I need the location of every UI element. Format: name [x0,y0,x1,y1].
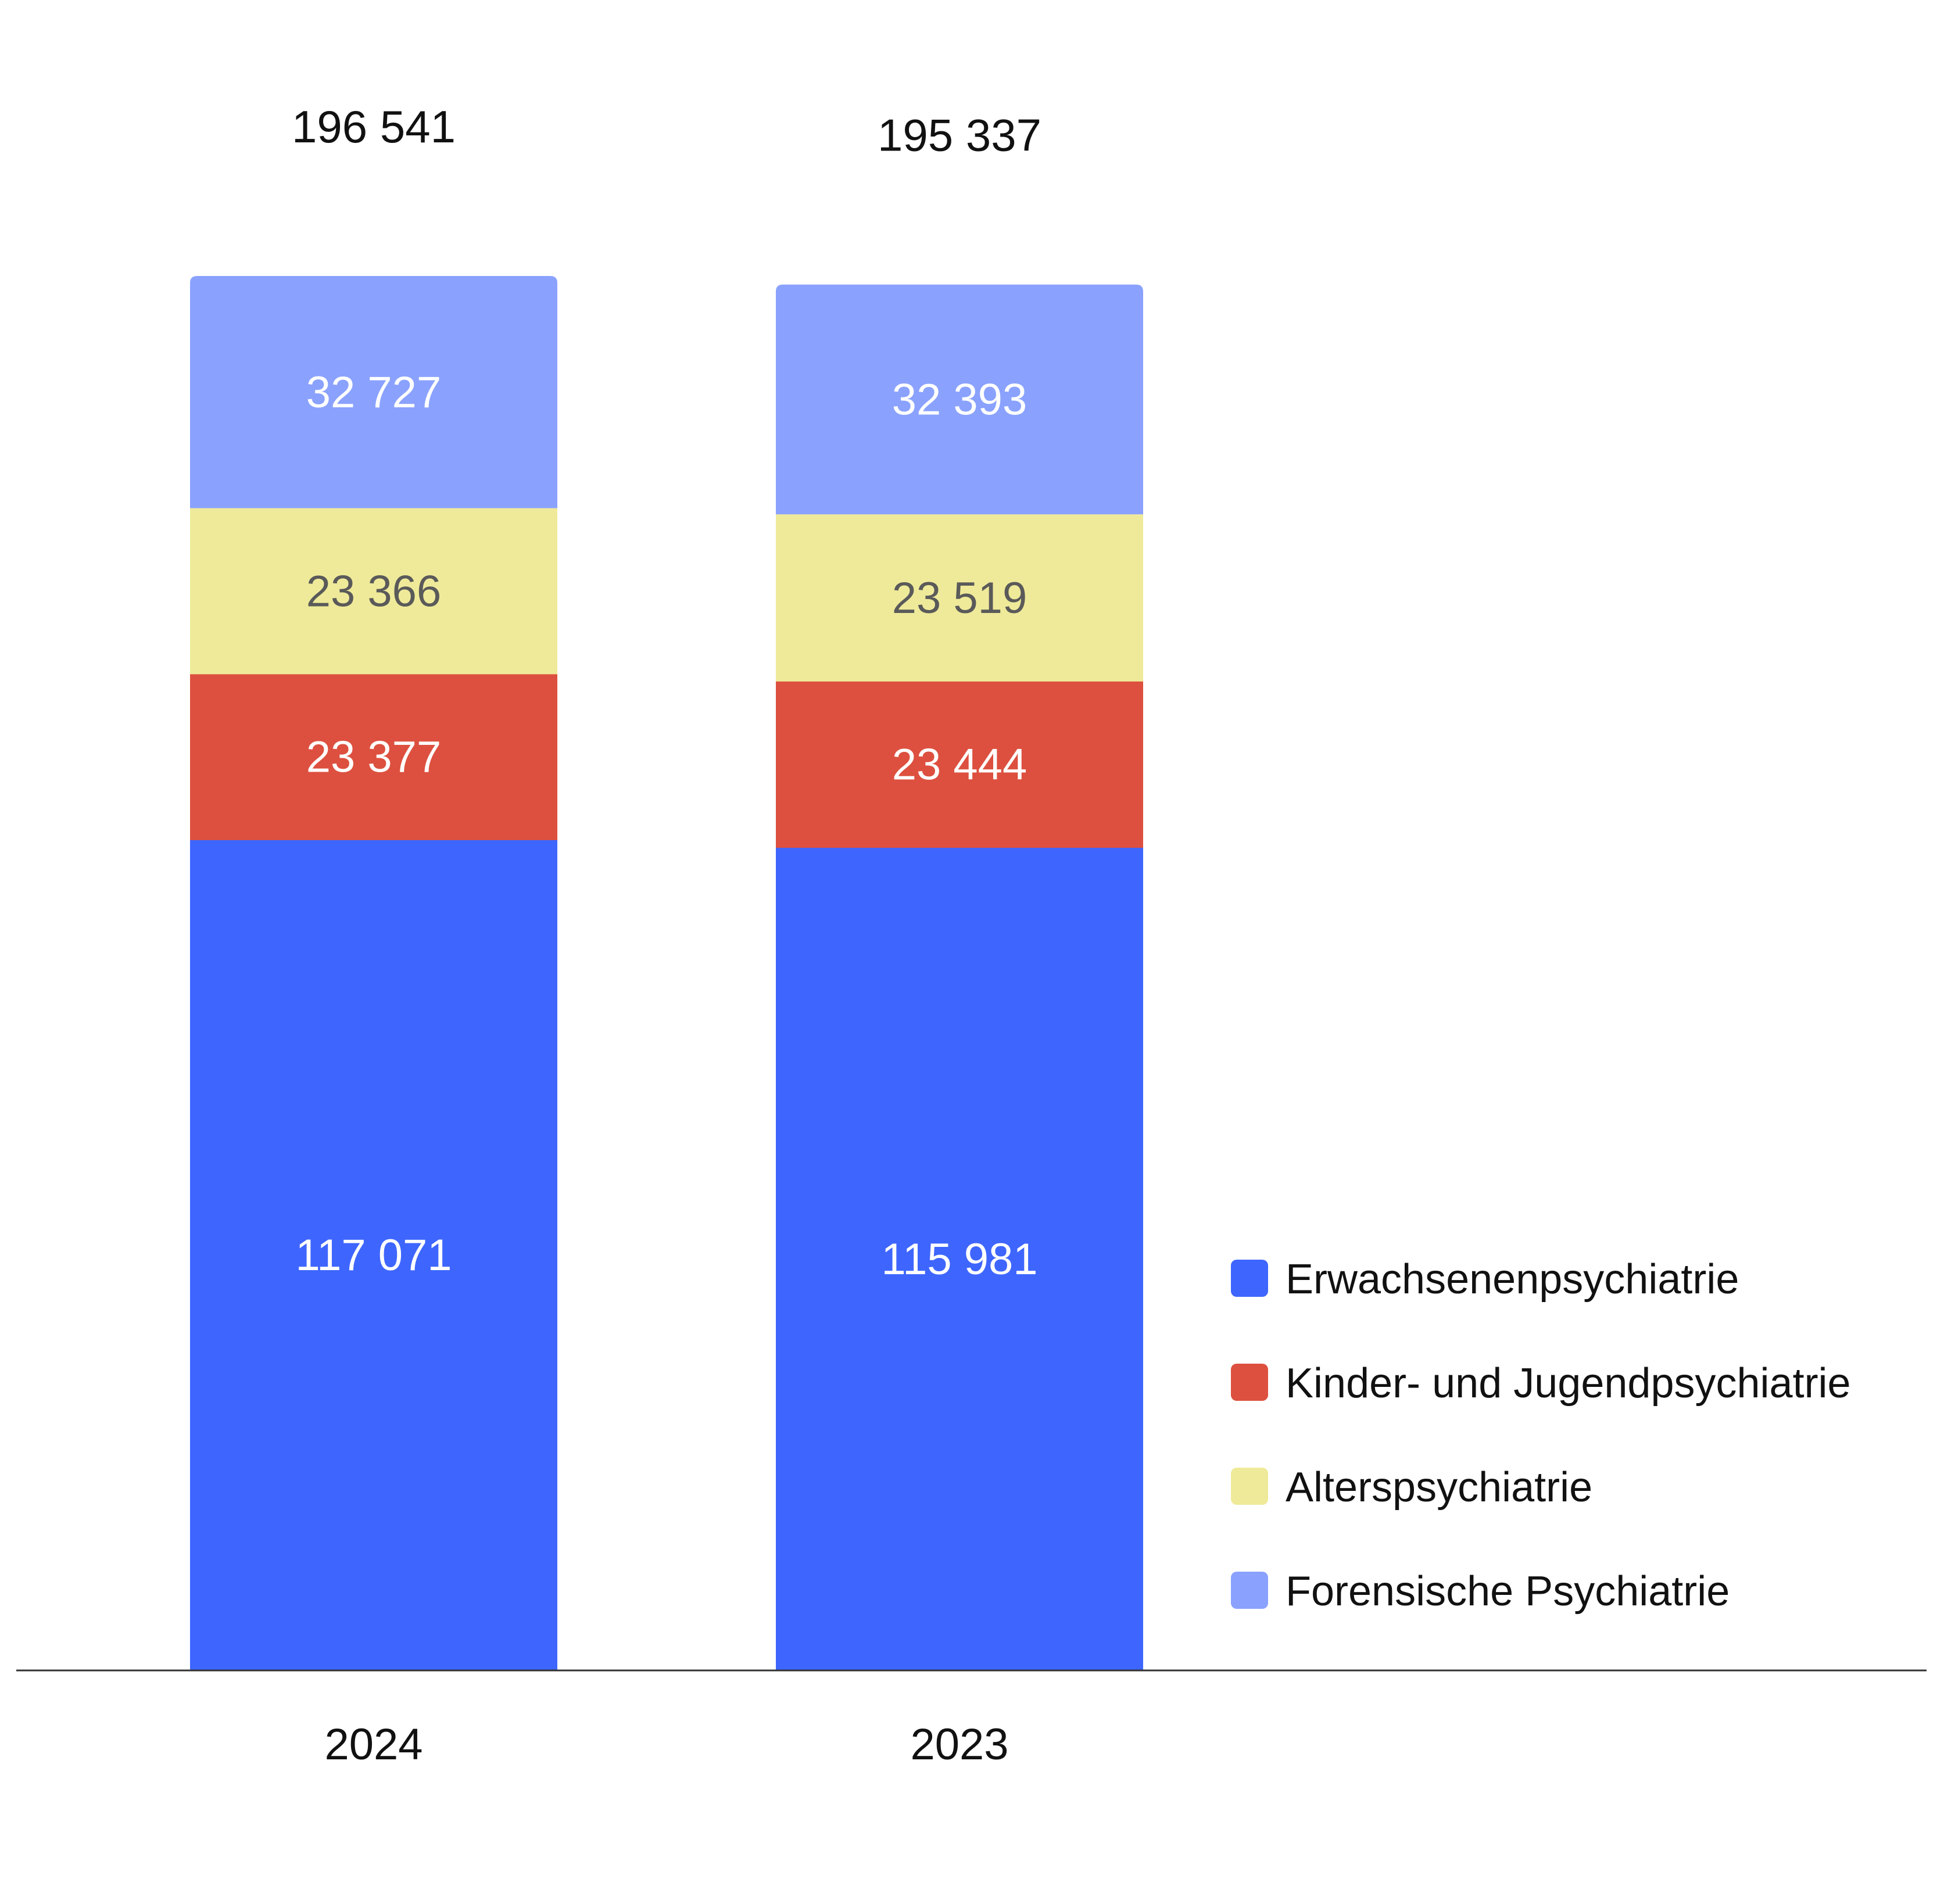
x-tick-label-2023: 2023 [910,1720,1008,1769]
bar-2024-forensische-psychiatrie [190,276,557,508]
legend-label-alterspsychiatrie: Alterspsychiatrie [1286,1464,1592,1511]
bars-group [190,276,1143,1671]
bar-2024-alterspsychiatrie [190,508,557,675]
bar-2024-erwachsenenpsychiatrie [190,840,557,1671]
bar-2023-alterspsychiatrie [776,514,1143,682]
data-label-2023-forensische-psychiatrie: 32 393 [892,375,1027,424]
data-label-2024-alterspsychiatrie: 23 366 [306,566,441,616]
legend-swatch-alterspsychiatrie [1231,1468,1268,1505]
legend: Erwachsenenpsychiatrie Kinder- und Jugen… [1231,1256,1851,1615]
bar-2023-kinder-und-jugendpsychiatrie [776,681,1143,848]
legend-label-forensische-psychiatrie: Forensische Psychiatrie [1286,1568,1730,1615]
total-label-2024: 196 541 [292,101,456,152]
legend-swatch-kinder-und-jugendpsychiatrie [1231,1364,1268,1401]
data-label-2024-forensische-psychiatrie: 32 727 [306,368,441,417]
bar-2024-kinder-und-jugendpsychiatrie [190,673,557,840]
data-label-2023-kinder-und-jugendpsychiatrie: 23 444 [892,740,1027,790]
data-label-2024-kinder-und-jugendpsychiatrie: 23 377 [306,733,441,782]
total-label-2023: 195 337 [878,110,1041,161]
legend-label-erwachsenenpsychiatrie: Erwachsenenpsychiatrie [1286,1256,1739,1303]
bar-2023-forensische-psychiatrie [776,284,1143,515]
legend-swatch-forensische-psychiatrie [1231,1572,1268,1609]
legend-swatch-erwachsenenpsychiatrie [1231,1260,1268,1297]
data-label-2024-erwachsenenpsychiatrie: 117 071 [295,1231,452,1280]
data-label-2023-erwachsenenpsychiatrie: 115 981 [881,1235,1037,1284]
legend-label-kinder-und-jugendpsychiatrie: Kinder- und Jugendpsychiatrie [1286,1360,1851,1407]
bar-2023-erwachsenenpsychiatrie [776,847,1143,1671]
x-tick-label-2024: 2024 [324,1720,423,1769]
data-label-2023-alterspsychiatrie: 23 519 [892,573,1027,623]
x-tick-labels: 2024 2023 [324,1720,1008,1769]
labels-group: 117 071 23 377 23 366 32 727 196 541 115 981 2… [292,101,1041,1284]
